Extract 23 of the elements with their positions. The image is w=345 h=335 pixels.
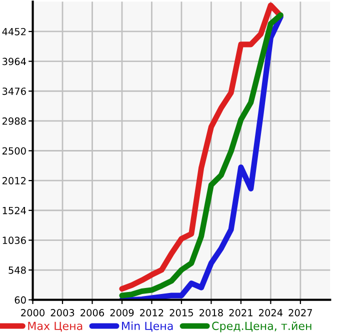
y-tick-label: 548: [8, 266, 26, 274]
x-tick-label: 2009: [110, 309, 134, 316]
y-tick-label: 3476: [2, 88, 26, 95]
y-tick-label: 1036: [2, 236, 26, 244]
y-tick-label: 2988: [2, 117, 26, 125]
legend-label: Max Цена: [28, 322, 82, 332]
legend-label: Min Цена: [122, 321, 173, 332]
x-tick-label: 2000: [21, 309, 44, 316]
y-tick-label: 3964: [2, 58, 26, 66]
y-tick-label: 4452: [2, 28, 26, 36]
y-tick-label: 1524: [2, 206, 26, 214]
y-tick-label: 2012: [2, 177, 26, 184]
x-tick-label: 2027: [288, 309, 312, 316]
x-tick-label: 2003: [50, 309, 74, 316]
y-tick-label: 60: [14, 296, 26, 304]
x-tick-label: 2018: [200, 309, 223, 316]
x-tick-label: 2006: [80, 309, 104, 316]
x-tick-label: 2021: [229, 309, 252, 316]
x-tick-label: 2012: [140, 309, 164, 316]
y-tick-label: 2500: [2, 147, 26, 155]
x-tick-label: 2015: [170, 309, 193, 316]
x-tick-label: 2024: [259, 309, 283, 316]
legend-label: Сред.Цена, т.йен: [212, 322, 312, 332]
